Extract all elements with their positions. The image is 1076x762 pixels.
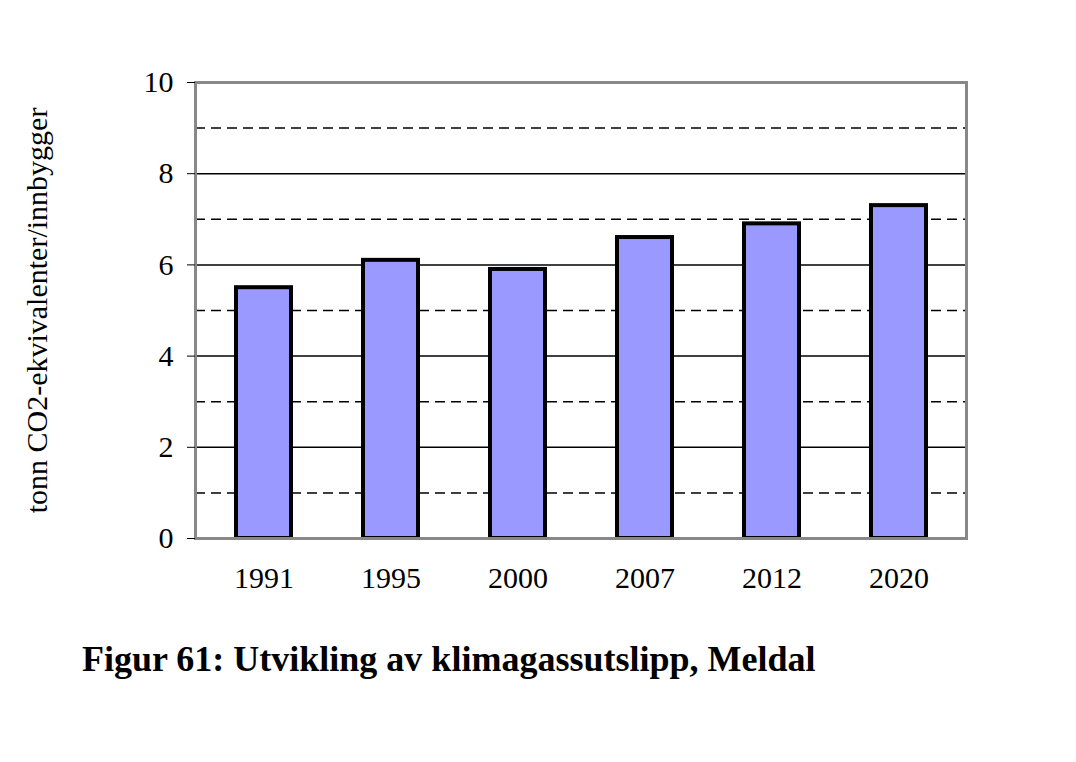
svg-text:2020: 2020 [869,561,929,594]
svg-text:2007: 2007 [615,561,675,594]
svg-text:0: 0 [159,521,174,554]
svg-text:1991: 1991 [234,561,294,594]
svg-text:2: 2 [159,430,174,463]
svg-text:10: 10 [144,65,174,98]
svg-text:2000: 2000 [488,561,548,594]
svg-text:8: 8 [159,156,174,189]
svg-text:1995: 1995 [361,561,421,594]
html-text:Figur 61: Utvikling av klimaga: Figur 61: Utvikling av klimagassutslipp,… [82,639,816,679]
svg-text:4: 4 [159,339,174,372]
svg-text:tonn CO2-ekvivalenter/innbygge: tonn CO2-ekvivalenter/innbygger [20,108,53,514]
svg-text:2012: 2012 [742,561,802,594]
svg-text:6: 6 [159,248,174,281]
